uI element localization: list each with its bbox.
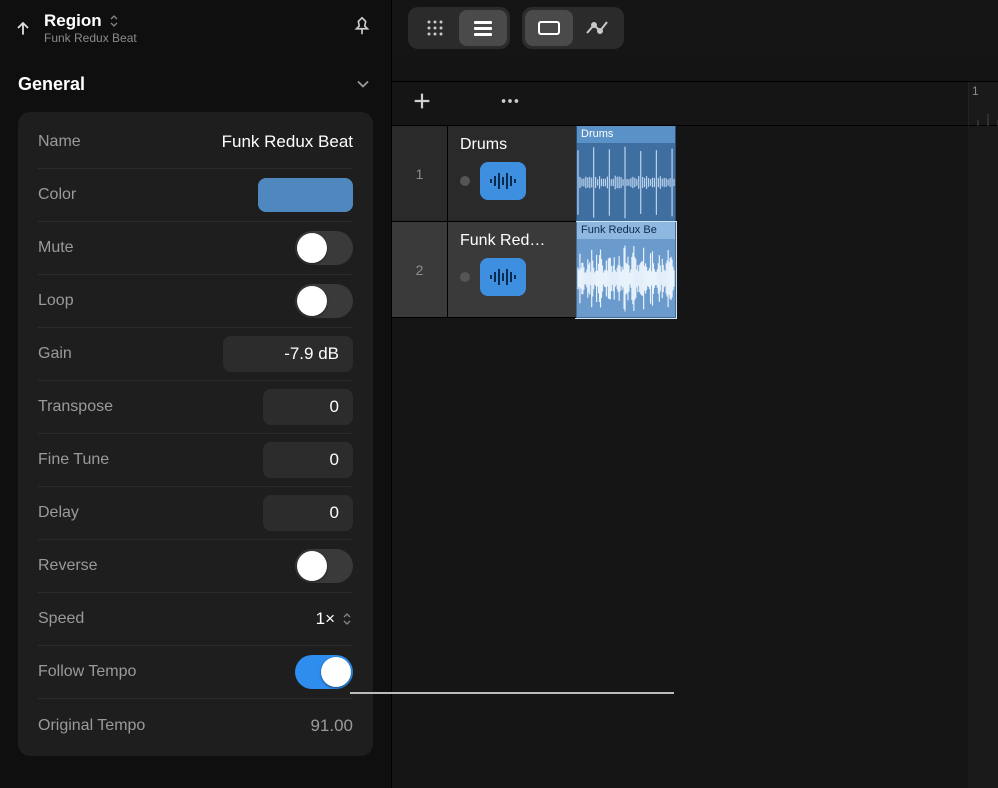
chevron-down-icon [353,74,373,94]
tracklist-options-button[interactable] [499,90,521,117]
stepper-icon [341,613,353,625]
view-mode-segmented [408,7,510,49]
row-transpose: Transpose 0 [38,381,353,434]
track-name[interactable]: Funk Red… [460,232,566,250]
waveform-icon [488,267,518,287]
timeline-panel: 1 2 1 [392,0,998,788]
inspector-header: Region Funk Redux Beat [0,0,391,56]
row-original-tempo: Original Tempo 91.00 [38,699,353,752]
add-track-button[interactable] [411,90,433,117]
inspector-subtitle: Funk Redux Beat [44,31,341,45]
toggle-follow-tempo[interactable] [295,655,353,689]
row-finetune: Fine Tune 0 [38,434,353,487]
value-name[interactable]: Funk Redux Beat [222,132,353,152]
inspector-card: Name Funk Redux Beat Color Mute Loop Gai… [18,112,373,756]
pin-icon[interactable] [351,15,373,42]
toggle-mute[interactable] [295,231,353,265]
tracklist-header [392,82,998,126]
value-origtempo: 91.00 [310,716,353,736]
record-enable-dot[interactable] [460,272,470,282]
inspector-title[interactable]: Region [44,11,102,31]
row-reverse: Reverse [38,540,353,593]
track-type-icon[interactable] [480,162,526,200]
label-loop: Loop [38,292,74,310]
grid-icon [425,18,445,38]
toggle-reverse[interactable] [295,549,353,583]
row-mute: Mute [38,222,353,275]
row-name: Name Funk Redux Beat [38,116,353,169]
view-list-button[interactable] [459,10,507,46]
label-name: Name [38,133,81,151]
speed-text: 1× [316,609,335,629]
callout-line [350,692,674,694]
track-name[interactable]: Drums [460,136,566,154]
plus-icon [411,90,433,112]
label-mute: Mute [38,239,74,257]
waveform-icon [488,171,518,191]
ellipsis-icon [499,90,521,112]
track-type-icon[interactable] [480,258,526,296]
row-speed: Speed 1× [38,593,353,646]
label-color: Color [38,186,76,204]
row-gain: Gain -7.9 dB [38,328,353,381]
label-gain: Gain [38,345,72,363]
label-speed: Speed [38,610,84,628]
region-label: Funk Redux Be [581,224,657,236]
track-number: 1 [392,126,448,221]
field-finetune[interactable]: 0 [263,442,353,478]
mode-region-button[interactable] [525,10,573,46]
track-number: 2 [392,222,448,317]
view-grid-button[interactable] [411,10,459,46]
label-reverse: Reverse [38,557,98,575]
sort-icon[interactable] [108,15,120,27]
region-icon [537,19,561,37]
inspector-panel: Region Funk Redux Beat General Name Funk… [0,0,392,788]
field-gain[interactable]: -7.9 dB [223,336,353,372]
list-icon [472,18,494,38]
label-transpose: Transpose [38,398,113,416]
track-row[interactable]: 2 Funk Red… [392,222,576,318]
row-follow-tempo: Follow Tempo [38,646,353,699]
row-loop: Loop [38,275,353,328]
record-enable-dot[interactable] [460,176,470,186]
region-label: Drums [581,128,613,140]
timeline-toolbar [392,0,998,56]
section-title: General [18,74,85,95]
row-color: Color [38,169,353,222]
edit-mode-segmented [522,7,624,49]
color-swatch[interactable] [258,178,353,212]
row-delay: Delay 0 [38,487,353,540]
track-row[interactable]: 1 Drums [392,126,576,222]
label-origtempo: Original Tempo [38,717,145,735]
label-delay: Delay [38,504,79,522]
section-general: General [0,56,391,112]
section-header[interactable]: General [18,56,373,112]
label-follow: Follow Tempo [38,663,136,681]
automation-icon [585,19,609,37]
up-arrow-icon[interactable] [12,17,34,39]
mode-automation-button[interactable] [573,10,621,46]
field-transpose[interactable]: 0 [263,389,353,425]
value-speed[interactable]: 1× [316,609,353,629]
toggle-loop[interactable] [295,284,353,318]
field-delay[interactable]: 0 [263,495,353,531]
label-finetune: Fine Tune [38,451,109,469]
